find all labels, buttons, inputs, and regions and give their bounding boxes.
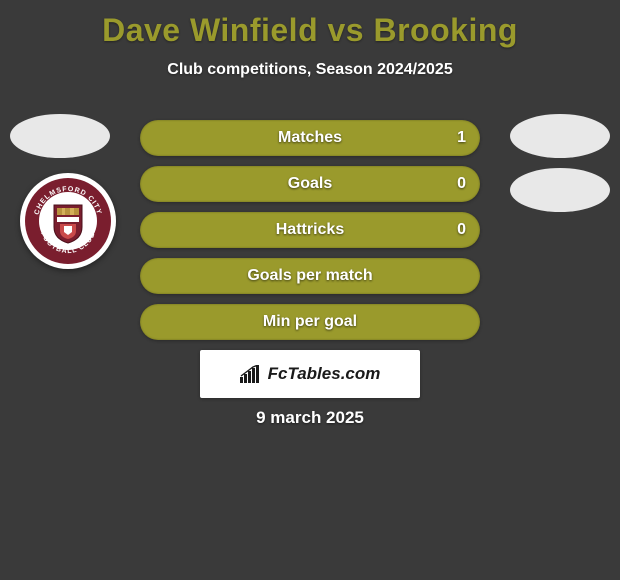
stat-row-matches: Matches 1 [140, 120, 480, 156]
stat-right-value: 0 [457, 166, 466, 202]
comparison-title: Dave Winfield vs Brooking [0, 0, 620, 49]
watermark-text: FcTables.com [268, 364, 381, 384]
stat-label: Goals per match [140, 267, 480, 285]
club-crest: CHELMSFORD CITY FOOTBALL CLUB [20, 173, 116, 269]
player-right-badge-2 [510, 168, 610, 212]
crest-icon: CHELMSFORD CITY FOOTBALL CLUB [24, 177, 112, 265]
comparison-subtitle: Club competitions, Season 2024/2025 [0, 61, 620, 79]
stat-row-min-per-goal: Min per goal [140, 304, 480, 340]
stat-right-value: 0 [457, 212, 466, 248]
stat-row-goals: Goals 0 [140, 166, 480, 202]
stats-container: Matches 1 Goals 0 Hattricks 0 Goals per … [140, 120, 480, 350]
player-left-badge-1 [10, 114, 110, 158]
player-right-badge-1 [510, 114, 610, 158]
watermark: FcTables.com [200, 350, 420, 398]
chart-bars-icon [240, 365, 262, 383]
stat-label: Goals [140, 175, 480, 193]
stat-label: Hattricks [140, 221, 480, 239]
stat-label: Matches [140, 129, 480, 147]
stat-label: Min per goal [140, 313, 480, 331]
stat-row-goals-per-match: Goals per match [140, 258, 480, 294]
stat-row-hattricks: Hattricks 0 [140, 212, 480, 248]
comparison-date: 9 march 2025 [0, 408, 620, 428]
stat-right-value: 1 [457, 120, 466, 156]
